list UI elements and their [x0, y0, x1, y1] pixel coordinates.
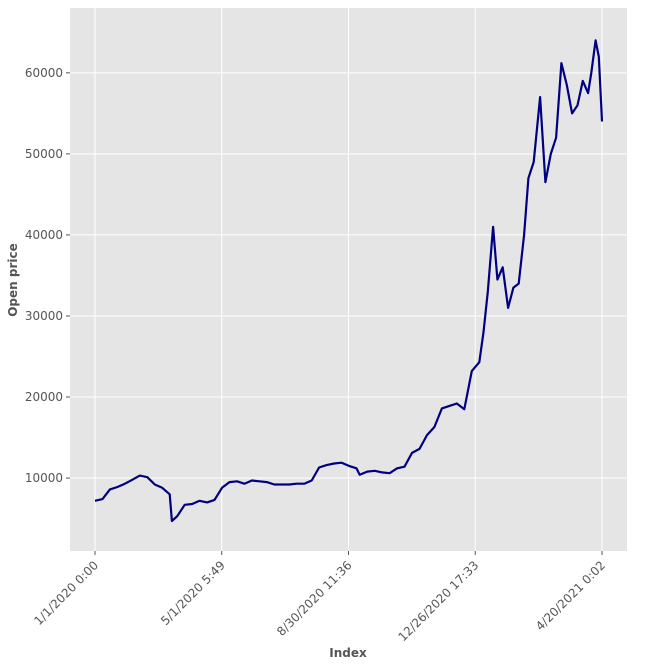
x-axis-label: Index [329, 646, 367, 660]
y-axis-label: Open price [6, 243, 20, 317]
x-tick-label: 4/20/2021 0:02 [533, 558, 608, 633]
y-tick-label: 20000 [25, 390, 63, 404]
y-tick-label: 10000 [25, 471, 63, 485]
x-tick-label: 1/1/2020 0:00 [31, 558, 101, 628]
y-tick-label: 40000 [25, 228, 63, 242]
y-tick-label: 30000 [25, 309, 63, 323]
y-axis-ticks: 10000 20000 30000 40000 50000 60000 [25, 66, 70, 485]
series-group [94, 39, 604, 523]
series-line [94, 39, 604, 523]
x-axis-ticks: 1/1/2020 0:00 5/1/2020 5:49 8/30/2020 11:3… [31, 551, 608, 644]
x-tick-label: 8/30/2020 11:36 [274, 558, 355, 639]
y-tick-label: 60000 [25, 66, 63, 80]
x-tick-label: 5/1/2020 5:49 [158, 558, 228, 628]
y-tick-label: 50000 [25, 147, 63, 161]
x-tick-label: 12/26/2020 17:33 [395, 558, 481, 644]
